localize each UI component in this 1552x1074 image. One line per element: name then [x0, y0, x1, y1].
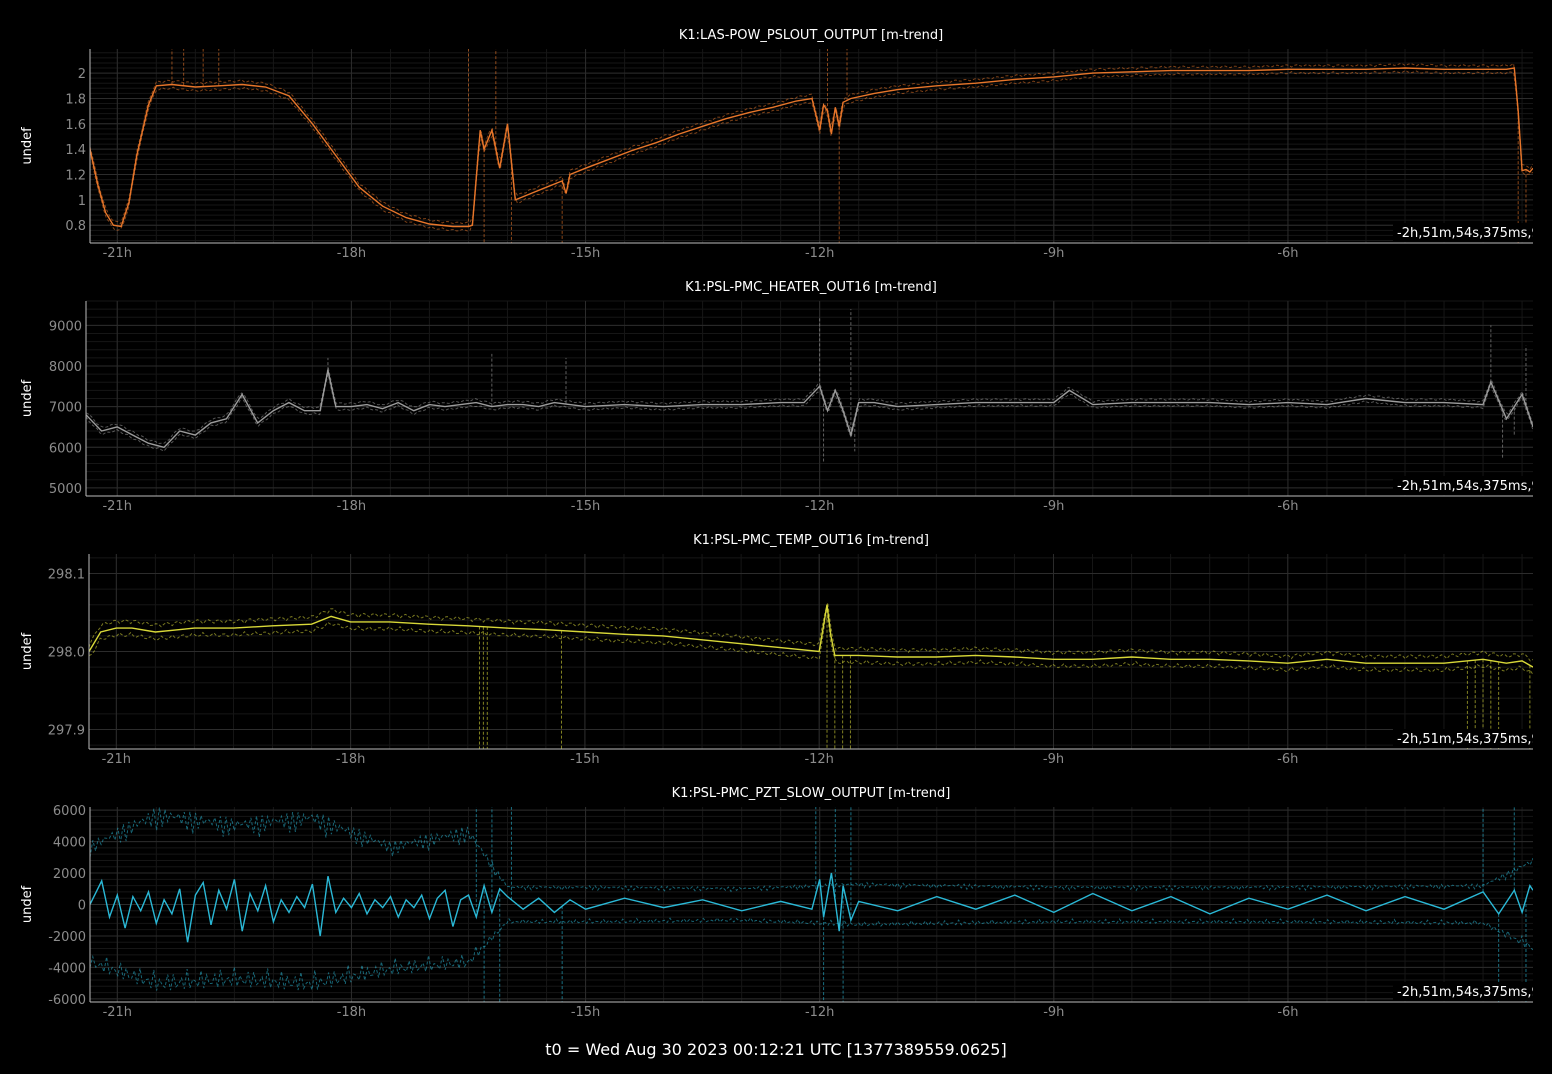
- x-tick-label: -6h: [1277, 752, 1298, 767]
- x-tick-label: -18h: [337, 246, 366, 261]
- y-tick-label: 9000: [49, 319, 82, 334]
- x-tick-label: -9h: [1043, 246, 1064, 261]
- min-trend-line: [89, 615, 1533, 675]
- y-tick-label: 1.4: [65, 143, 86, 158]
- max-trend-line: [86, 367, 1533, 445]
- x-tick-label: -21h: [103, 1005, 132, 1020]
- min-trend-line: [86, 374, 1533, 452]
- corner-label-bg: [1393, 476, 1534, 495]
- y-axis-label: undef: [20, 885, 35, 923]
- time-offset-label: -2h,51m,54s,375ms,9: [1397, 732, 1540, 747]
- y-tick-label: 6000: [49, 441, 82, 456]
- chart-title: K1:PSL-PMC_HEATER_OUT16 [m-trend]: [685, 280, 937, 295]
- chart-panel-2: -21h -18h -15h -12h -9h -6h 5000 6000 7000 8000 90…: [20, 280, 1540, 514]
- x-tick-label: -6h: [1277, 499, 1298, 514]
- x-tick-label: -12h: [805, 1005, 834, 1020]
- x-tick-label: -15h: [571, 1005, 600, 1020]
- y-tick-label: 298.1: [48, 568, 85, 583]
- mean-trend-line: [89, 604, 1533, 668]
- chart-title: K1:PSL-PMC_TEMP_OUT16 [m-trend]: [693, 533, 929, 548]
- trend-charts: -21h -18h -15h -12h -9h -6h 0.8 1 1.2 1.4 1.6 1.8 2 K…: [20, 28, 1540, 1020]
- y-tick-label: 6000: [53, 804, 86, 819]
- y-tick-label: 5000: [49, 482, 82, 497]
- y-tick-label: 4000: [53, 836, 86, 851]
- chart-panel-3: -21h -18h -15h -12h -9h -6h 297.9 298.0 298.1 K1:…: [20, 533, 1540, 767]
- x-tick-label: -12h: [804, 752, 833, 767]
- y-tick-label: -4000: [48, 961, 86, 976]
- y-axis-label: undef: [20, 632, 35, 670]
- x-tick-label: -6h: [1277, 246, 1298, 261]
- x-tick-label: -15h: [570, 752, 599, 767]
- x-tick-label: -12h: [805, 499, 834, 514]
- y-tick-label: 298.0: [48, 646, 85, 661]
- x-tick-label: -12h: [805, 246, 834, 261]
- x-tick-label: -9h: [1043, 499, 1064, 514]
- y-tick-label: 1.8: [65, 92, 86, 107]
- y-tick-label: 1.2: [65, 169, 86, 184]
- chart-panel-4: -21h -18h -15h -12h -9h -6h -6000 -4000 -2000 0 20…: [20, 786, 1540, 1020]
- min-trend-line: [90, 917, 1533, 991]
- x-tick-label: -9h: [1043, 1005, 1064, 1020]
- y-axis-label: undef: [20, 379, 35, 417]
- max-trend-line: [90, 807, 1533, 893]
- mean-trend-line: [90, 67, 1533, 228]
- y-tick-label: 1: [78, 194, 86, 209]
- x-tick-label: -21h: [103, 246, 132, 261]
- chart-title: K1:LAS-POW_PSLOUT_OUTPUT [m-trend]: [679, 28, 943, 43]
- y-tick-label: 2: [78, 67, 86, 82]
- y-tick-label: -6000: [48, 993, 86, 1008]
- x-tick-label: -18h: [337, 499, 366, 514]
- y-tick-label: 8000: [49, 360, 82, 375]
- x-tick-label: -6h: [1277, 1005, 1298, 1020]
- y-tick-label: 2000: [53, 867, 86, 882]
- y-tick-label: 1.6: [65, 118, 86, 133]
- y-tick-label: 297.9: [48, 724, 85, 739]
- y-tick-label: 0: [78, 899, 86, 914]
- x-tick-label: -18h: [337, 1005, 366, 1020]
- x-tick-label: -18h: [336, 752, 365, 767]
- y-axis-label: undef: [20, 127, 35, 165]
- y-tick-label: -2000: [48, 930, 86, 945]
- x-tick-label: -21h: [102, 499, 131, 514]
- y-tick-label: 0.8: [65, 219, 86, 234]
- x-tick-label: -15h: [571, 499, 600, 514]
- max-trend-line: [90, 62, 1533, 225]
- max-trend-line: [89, 602, 1533, 662]
- mean-trend-line: [90, 872, 1533, 943]
- mean-trend-line: [86, 369, 1533, 449]
- chart-title: K1:PSL-PMC_PZT_SLOW_OUTPUT [m-trend]: [672, 786, 951, 801]
- time-offset-label: -2h,51m,54s,375ms,9: [1397, 226, 1540, 241]
- chart-panel-1: -21h -18h -15h -12h -9h -6h 0.8 1 1.2 1.4 1.6 1.8 2 K…: [20, 28, 1540, 261]
- x-tick-label: -15h: [571, 246, 600, 261]
- corner-label-bg: [1393, 223, 1534, 242]
- y-tick-label: 7000: [49, 401, 82, 416]
- time-offset-label: -2h,51m,54s,375ms,9: [1397, 985, 1540, 1000]
- x-tick-label: -9h: [1043, 752, 1064, 767]
- x-tick-label: -21h: [102, 752, 131, 767]
- corner-label-bg: [1393, 729, 1534, 748]
- t0-footer: t0 = Wed Aug 30 2023 00:12:21 UTC [13773…: [545, 1040, 1007, 1059]
- corner-label-bg: [1393, 982, 1534, 1001]
- time-offset-label: -2h,51m,54s,375ms,9: [1397, 479, 1540, 494]
